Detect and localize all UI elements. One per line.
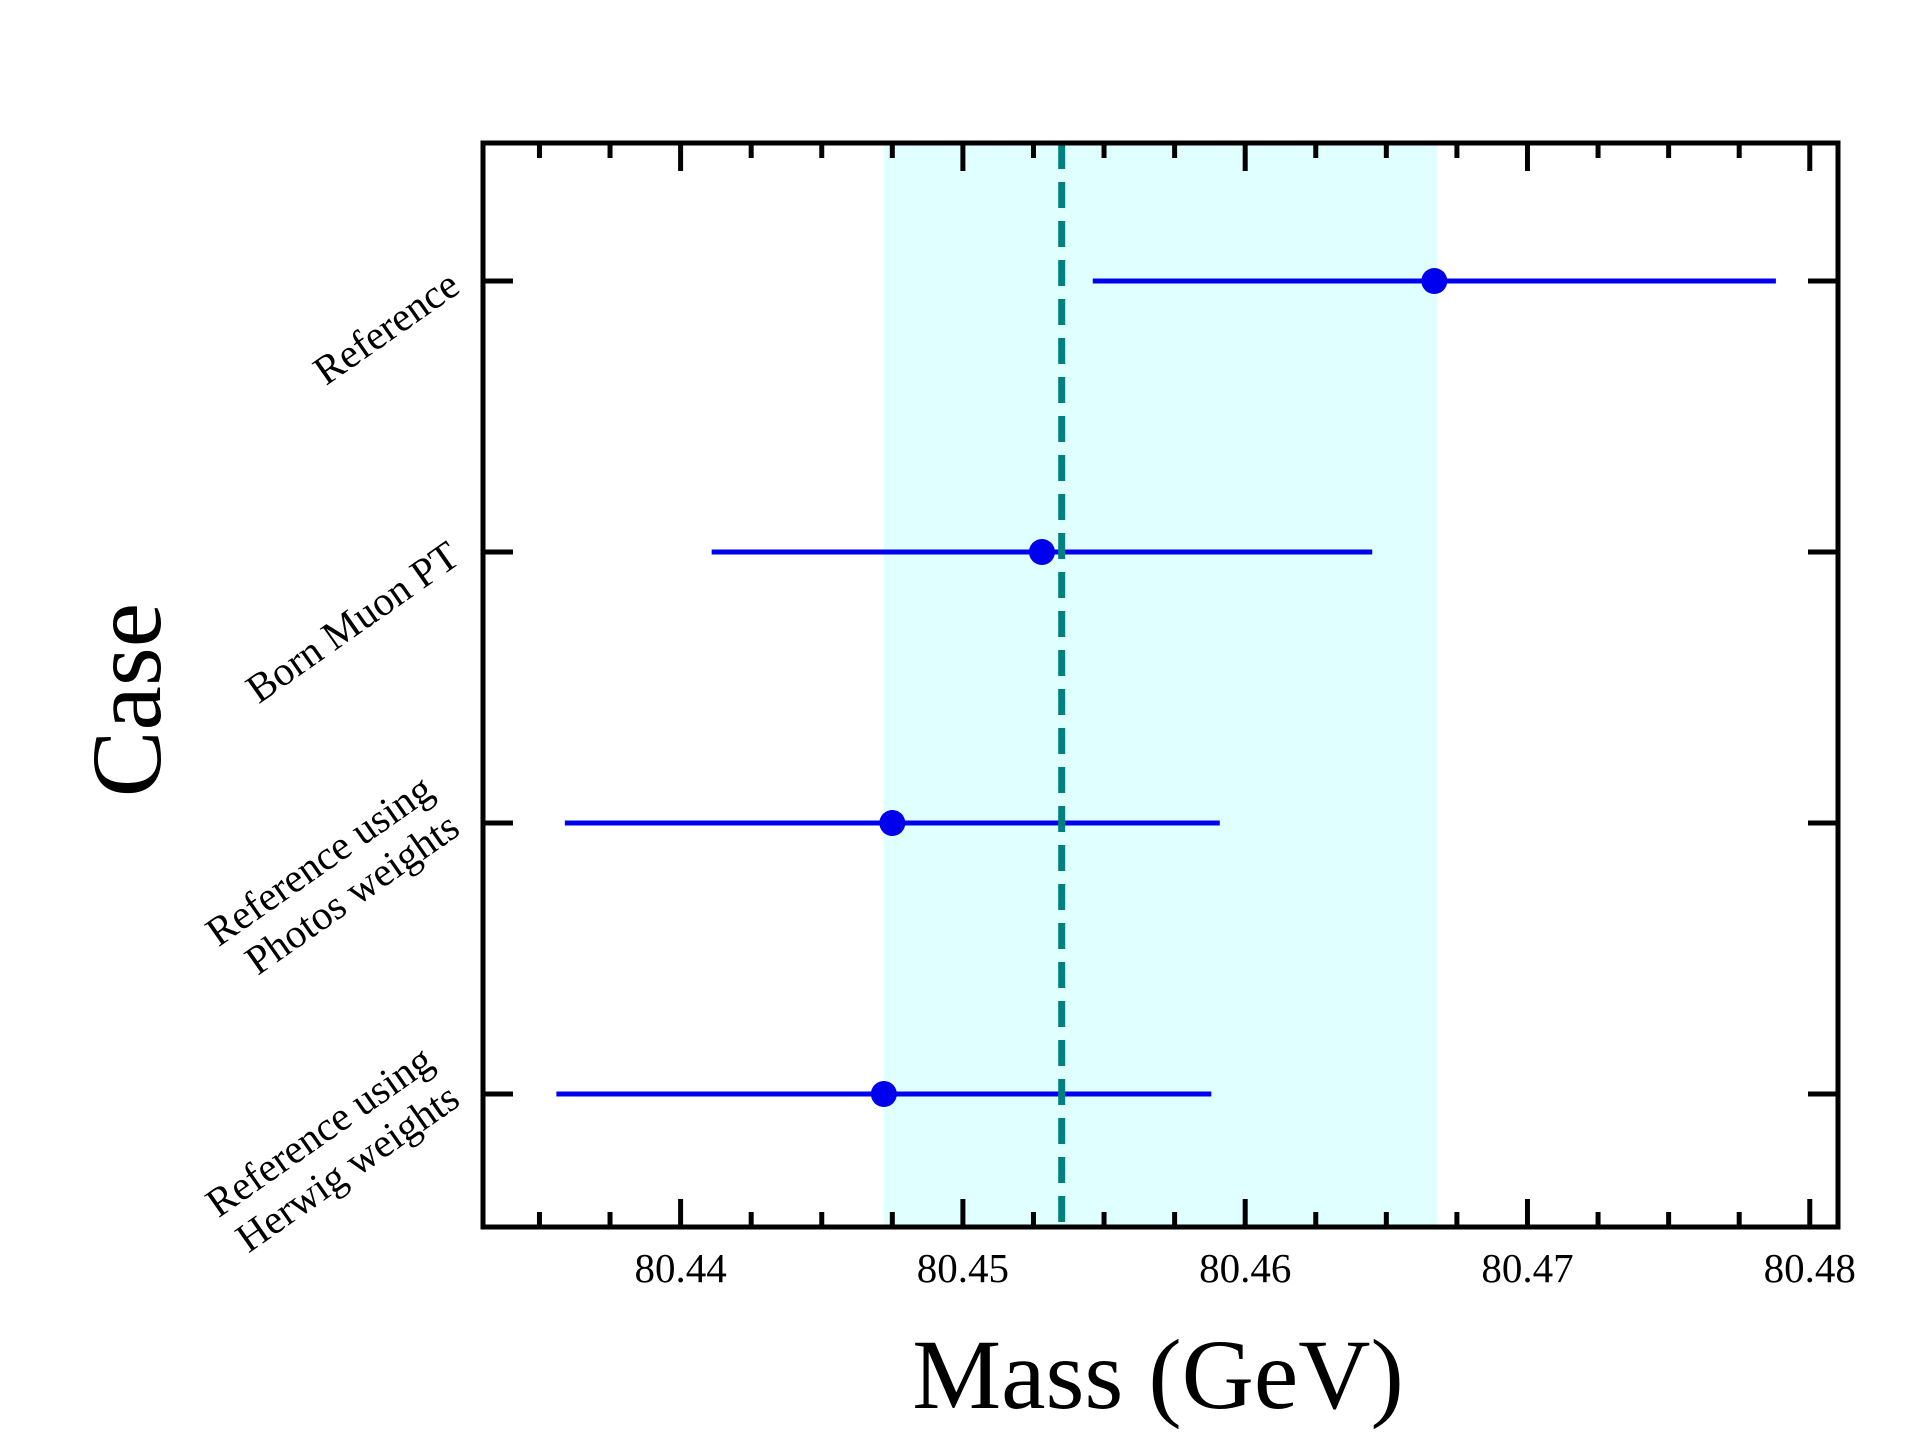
x-tick-label: 80.47 — [1481, 1245, 1573, 1291]
uncertainty-band — [883, 143, 1438, 1227]
data-point — [1421, 268, 1448, 294]
y-axis-title: Case — [71, 603, 182, 797]
plot-frame — [480, 140, 1841, 1230]
x-axis-title: Mass (GeV) — [912, 1319, 1404, 1430]
category-label: Reference usingHerwig weights — [197, 1036, 467, 1264]
category-labels: Reference Born Muon PT Reference usingPhot… — [197, 261, 467, 1264]
x-tick-label: 80.44 — [634, 1245, 726, 1291]
data-point — [879, 810, 906, 836]
x-tick-label: 80.48 — [1764, 1245, 1856, 1291]
x-tick-label: 80.46 — [1199, 1245, 1291, 1291]
x-tick-labels: 80.44 80.45 80.46 80.47 80.48 — [634, 1245, 1855, 1291]
category-label: Reference usingPhotos weights — [197, 765, 467, 993]
data-points — [870, 268, 1448, 1107]
category-label: Reference — [305, 261, 467, 394]
x-tick-label: 80.45 — [917, 1245, 1009, 1291]
data-point — [1028, 539, 1055, 565]
data-point — [870, 1081, 897, 1107]
category-label: Born Muon PT — [237, 532, 467, 712]
